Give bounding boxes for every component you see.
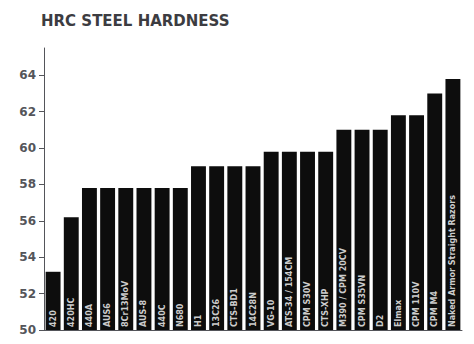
- svg-text:CPM S35VN: CPM S35VN: [358, 275, 367, 327]
- svg-text:H1: H1: [194, 314, 203, 327]
- svg-text:N680: N680: [176, 303, 185, 327]
- svg-text:420HC: 420HC: [67, 298, 76, 327]
- svg-text:8Cr13MoV: 8Cr13MoV: [121, 280, 130, 327]
- svg-text:Naked Armor Straight Razors: Naked Armor Straight Razors: [448, 195, 457, 327]
- svg-text:CPM M4: CPM M4: [430, 291, 439, 327]
- svg-text:CTS-XHP: CTS-XHP: [321, 288, 330, 327]
- svg-text:Elmax: Elmax: [394, 299, 403, 327]
- svg-text:420: 420: [49, 310, 58, 327]
- svg-text:64: 64: [19, 68, 36, 82]
- svg-text:440C: 440C: [158, 304, 167, 327]
- svg-text:AUS-8: AUS-8: [139, 299, 148, 327]
- svg-text:ATS-34 / 154CM: ATS-34 / 154CM: [285, 257, 294, 327]
- svg-text:CTS-BD1: CTS-BD1: [230, 288, 239, 327]
- svg-text:CPM S30V: CPM S30V: [303, 281, 312, 327]
- svg-text:58: 58: [19, 177, 36, 191]
- svg-text:50: 50: [19, 323, 36, 337]
- svg-text:VG-10: VG-10: [267, 299, 276, 327]
- svg-text:52: 52: [19, 287, 36, 301]
- svg-text:60: 60: [19, 141, 36, 155]
- svg-text:AUS6: AUS6: [103, 303, 112, 327]
- svg-text:62: 62: [19, 105, 36, 119]
- svg-text:56: 56: [19, 214, 36, 228]
- svg-text:13C26: 13C26: [212, 298, 221, 327]
- svg-text:M390 / CPM 20CV: M390 / CPM 20CV: [339, 247, 348, 327]
- svg-text:14C28N: 14C28N: [249, 292, 258, 327]
- svg-text:440A: 440A: [85, 303, 94, 327]
- svg-text:54: 54: [19, 250, 36, 264]
- svg-text:D2: D2: [376, 315, 385, 327]
- svg-text:HRC STEEL HARDNESS: HRC STEEL HARDNESS: [41, 12, 230, 30]
- svg-text:CPM 110V: CPM 110V: [412, 281, 421, 327]
